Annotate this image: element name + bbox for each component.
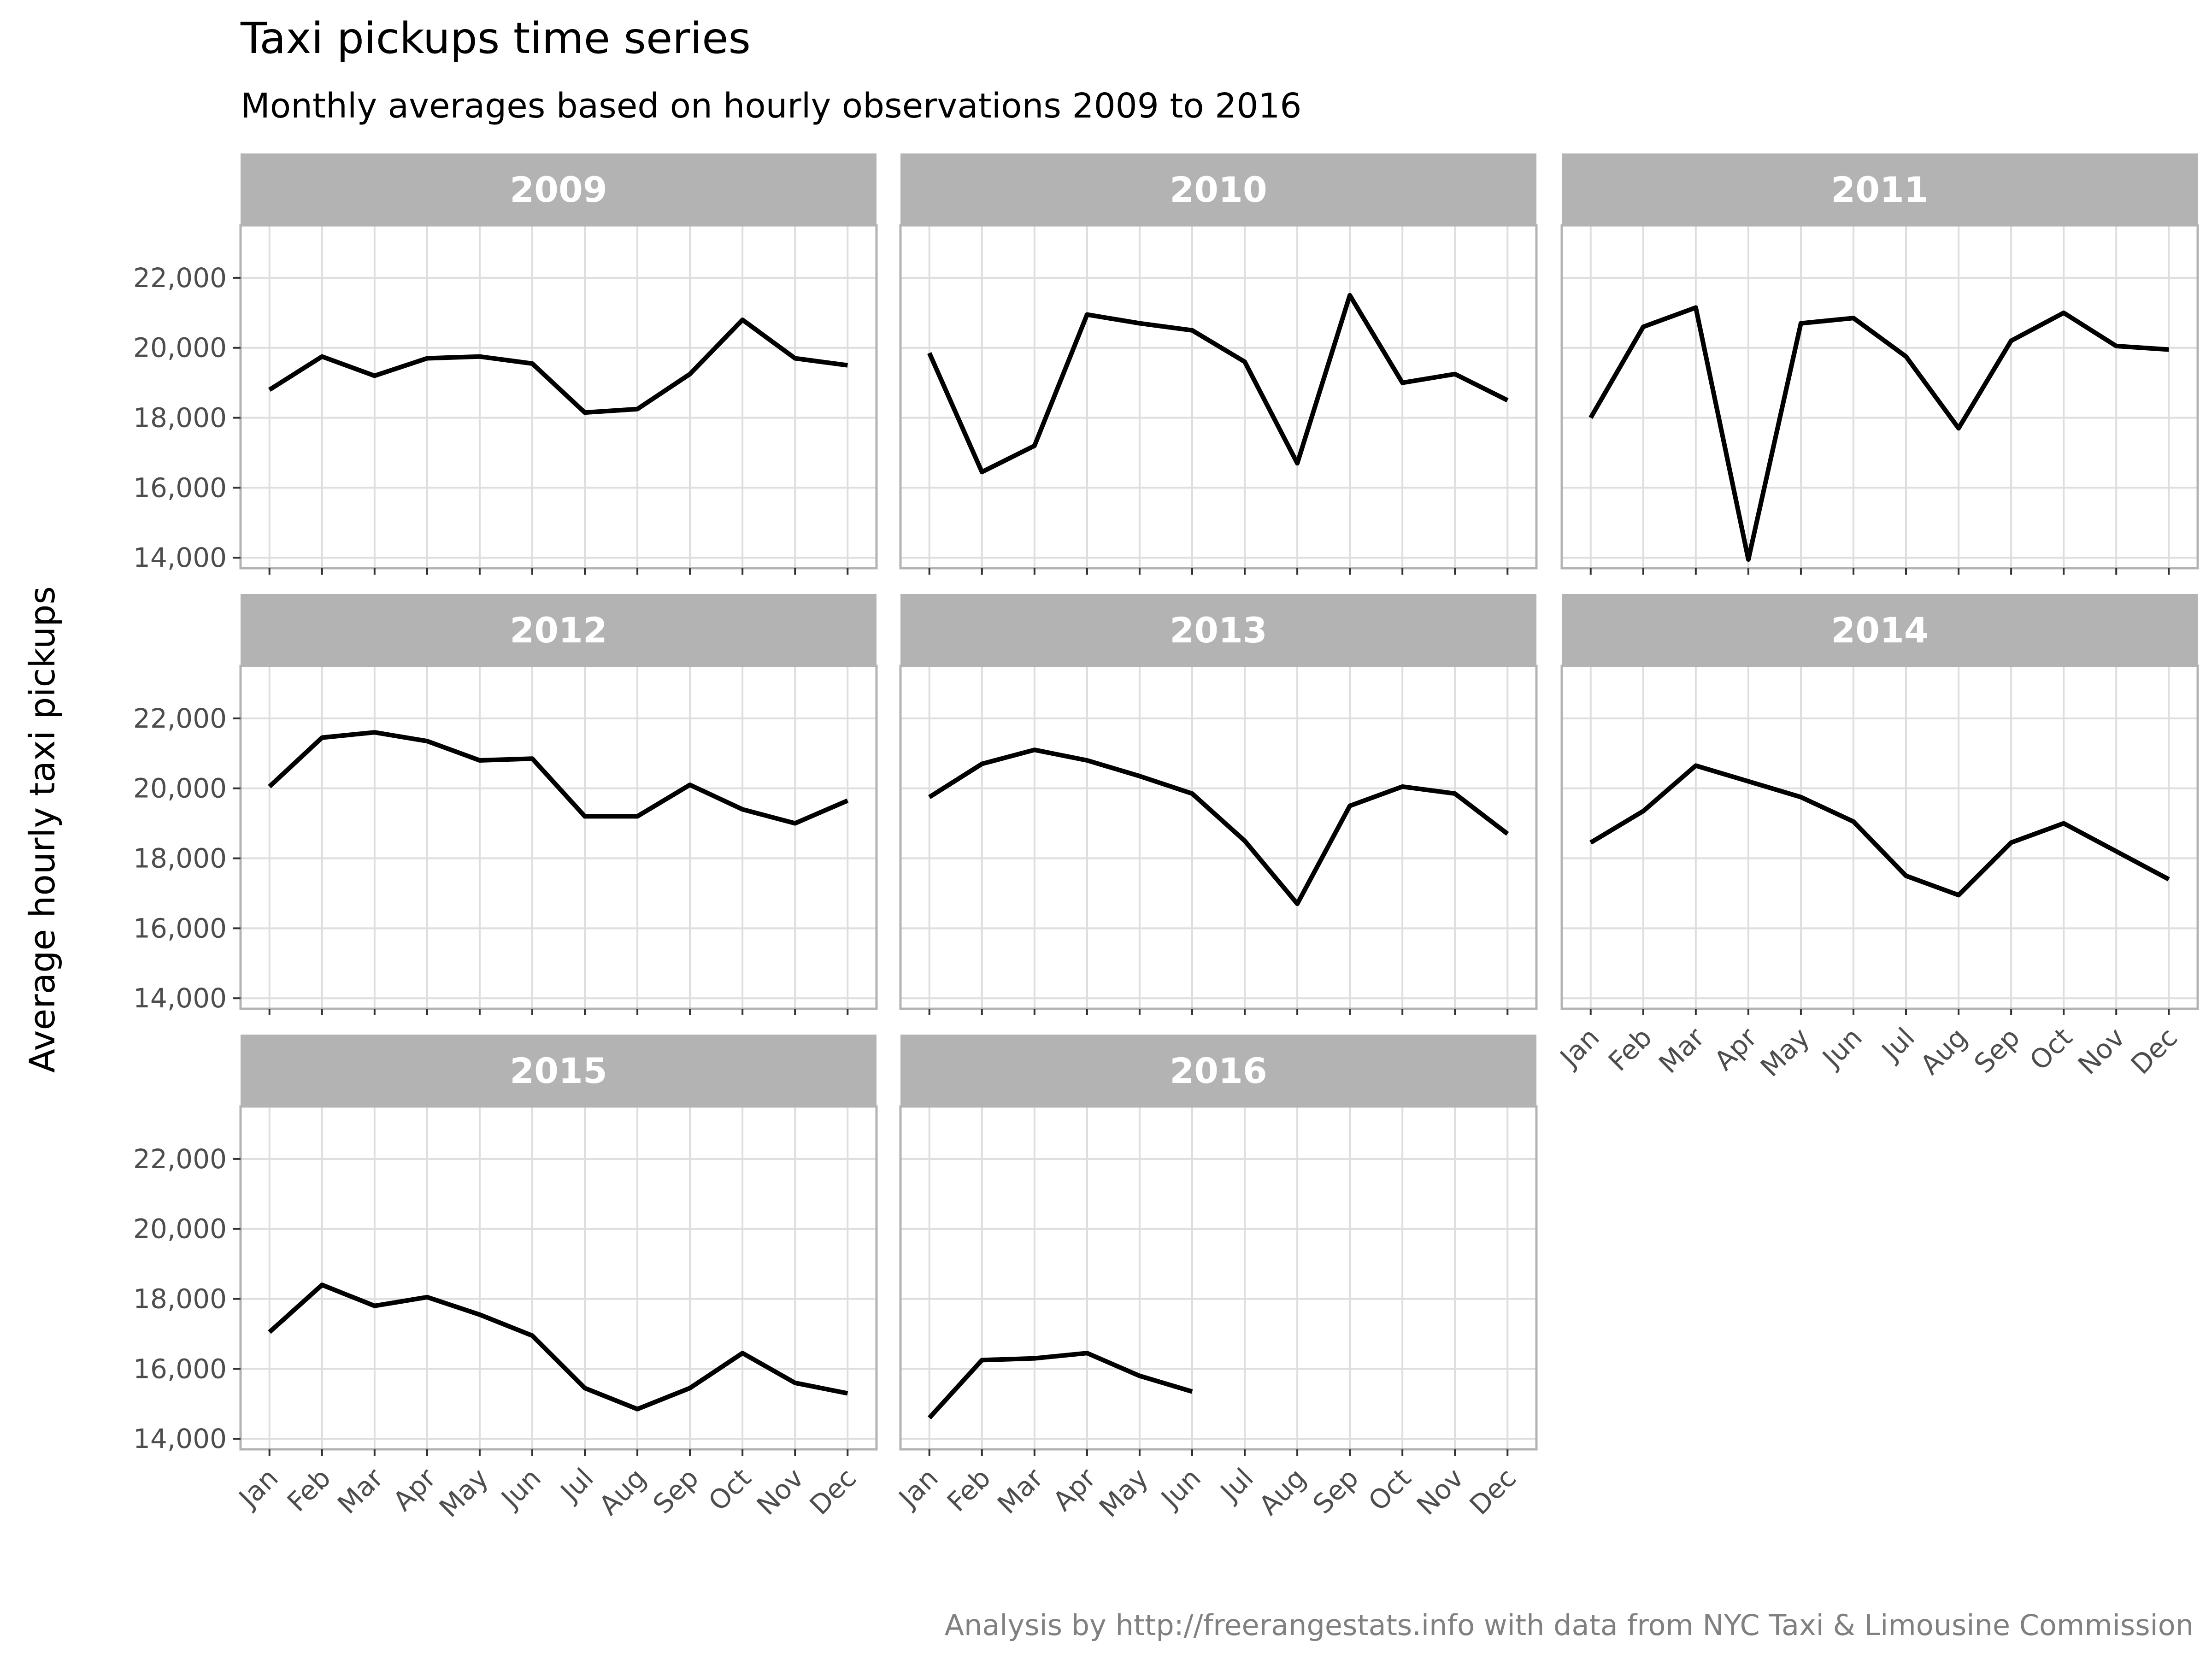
panel-border <box>1560 224 2199 570</box>
x-tick-label: Feb <box>281 1462 337 1518</box>
x-tick-label: May <box>433 1462 494 1524</box>
x-tick-label: Jan <box>232 1462 284 1514</box>
series-line-2016 <box>928 1351 1193 1420</box>
x-tick-label: May <box>1093 1462 1154 1524</box>
y-tick-label: 18,000 <box>133 843 227 874</box>
x-tick-label: Jul <box>1875 1022 1921 1068</box>
y-tick-label: 18,000 <box>133 1283 227 1315</box>
facet-strip <box>241 1035 877 1106</box>
x-tick-label: Jun <box>1816 1022 1868 1074</box>
panel-border <box>899 224 1538 570</box>
facet-strip <box>241 153 877 225</box>
chart-title: Taxi pickups time series <box>240 13 751 63</box>
y-tick-label: 20,000 <box>133 773 227 804</box>
chart-caption: Analysis by http://freerangestats.info w… <box>945 1608 2194 1642</box>
x-tick-label: Dec <box>1464 1462 1522 1521</box>
x-tick-label: Jan <box>892 1462 944 1514</box>
facet-strip-label: 2009 <box>510 169 607 210</box>
x-tick-label: Sep <box>1968 1022 2026 1079</box>
facet-panel-2012: 2012 14,000 16,000 18,000 20,000 22,000 <box>133 594 878 1015</box>
facet-strip <box>900 594 1536 666</box>
x-tick-label: May <box>1754 1022 1816 1083</box>
y-tick-label: 16,000 <box>133 472 227 503</box>
panel-border <box>239 224 878 570</box>
y-tick-label: 16,000 <box>133 912 227 944</box>
facet-strip-label: 2016 <box>1170 1050 1267 1091</box>
x-tick-label: Sep <box>1307 1462 1365 1520</box>
x-tick-label: Oct <box>702 1462 757 1517</box>
x-tick-label: Feb <box>941 1462 997 1518</box>
chart-subtitle: Monthly averages based on hourly observa… <box>241 86 1302 126</box>
facet-strip <box>900 153 1536 225</box>
facet-strip <box>241 594 877 666</box>
y-axis-label: Average hourly taxi pickups <box>22 586 63 1073</box>
series-line-2009 <box>268 318 848 415</box>
x-tick-label: Jul <box>1213 1462 1259 1508</box>
x-tick-label: Mar <box>1653 1022 1711 1080</box>
x-tick-label: Apr <box>387 1462 442 1517</box>
facet-strip-label: 2015 <box>510 1050 607 1091</box>
facet-panel-2010: 2010 <box>899 153 1538 575</box>
x-tick-label: Jun <box>494 1462 547 1515</box>
x-tick-label: Jun <box>1154 1462 1207 1515</box>
facet-panel-2009: 2009 14,000 16,000 18,000 20,000 22,000 <box>133 153 878 575</box>
series-line-2012 <box>268 730 849 826</box>
x-tick-label: Feb <box>1602 1022 1658 1077</box>
facet-strip-label: 2010 <box>1170 169 1267 210</box>
x-tick-label: Mar <box>331 1462 389 1520</box>
x-tick-label: Apr <box>1047 1462 1102 1517</box>
series-line-2010 <box>927 293 1509 475</box>
facet-panel-2015: 2015 14,000 16,000 18,000 20,000 22,000 JanFeb… <box>133 1035 878 1524</box>
y-tick-label: 18,000 <box>133 402 227 434</box>
y-tick-label: 14,000 <box>133 982 227 1014</box>
x-tick-label: Aug <box>1253 1462 1312 1521</box>
panel-border <box>899 1105 1538 1451</box>
y-tick-label: 22,000 <box>133 262 227 294</box>
facet-strip-label: 2012 <box>510 610 607 651</box>
x-tick-label: Nov <box>1411 1462 1470 1521</box>
facet-grid: 2009 14,000 16,000 18,000 20,000 22,000 2010 20… <box>133 153 2199 1524</box>
facet-panel-2013: 2013 <box>899 594 1538 1015</box>
x-tick-label: Aug <box>593 1462 652 1521</box>
x-tick-label: Nov <box>751 1462 810 1521</box>
x-tick-label: Jul <box>553 1462 600 1508</box>
facet-strip <box>1562 594 2198 666</box>
y-tick-label: 14,000 <box>133 542 227 573</box>
x-tick-label: Nov <box>2072 1022 2131 1081</box>
series-line-2011 <box>1588 305 2169 562</box>
series-line-2014 <box>1589 763 2170 898</box>
panel-border <box>239 665 878 1010</box>
facet-strip <box>1562 153 2198 225</box>
y-tick-label: 20,000 <box>133 1213 227 1245</box>
facet-strip-label: 2013 <box>1170 610 1267 651</box>
x-tick-label: Jan <box>1553 1022 1605 1074</box>
facet-strip <box>900 1035 1536 1106</box>
y-tick-label: 20,000 <box>133 332 227 364</box>
x-tick-label: Mar <box>991 1462 1049 1520</box>
x-tick-label: Sep <box>647 1462 705 1520</box>
series-line-2015 <box>268 1282 848 1412</box>
x-tick-label: Dec <box>804 1462 862 1521</box>
panel-border <box>239 1105 878 1451</box>
panel-border <box>899 665 1538 1010</box>
facet-panel-2011: 2011 <box>1560 153 2199 575</box>
series-line-2013 <box>928 747 1509 906</box>
y-tick-label: 22,000 <box>133 1143 227 1175</box>
y-tick-label: 14,000 <box>133 1423 227 1454</box>
panel-border <box>1560 665 2199 1010</box>
x-tick-label: Dec <box>2125 1022 2183 1080</box>
x-tick-label: Oct <box>1362 1462 1417 1517</box>
facet-strip-label: 2011 <box>1831 169 1929 210</box>
facet-strip-label: 2014 <box>1831 610 1929 651</box>
y-tick-label: 16,000 <box>133 1353 227 1384</box>
y-tick-label: 22,000 <box>133 703 227 734</box>
x-tick-label: Oct <box>2024 1022 2078 1077</box>
x-tick-label: Aug <box>1914 1022 1973 1081</box>
x-tick-label: Apr <box>1708 1022 1763 1077</box>
